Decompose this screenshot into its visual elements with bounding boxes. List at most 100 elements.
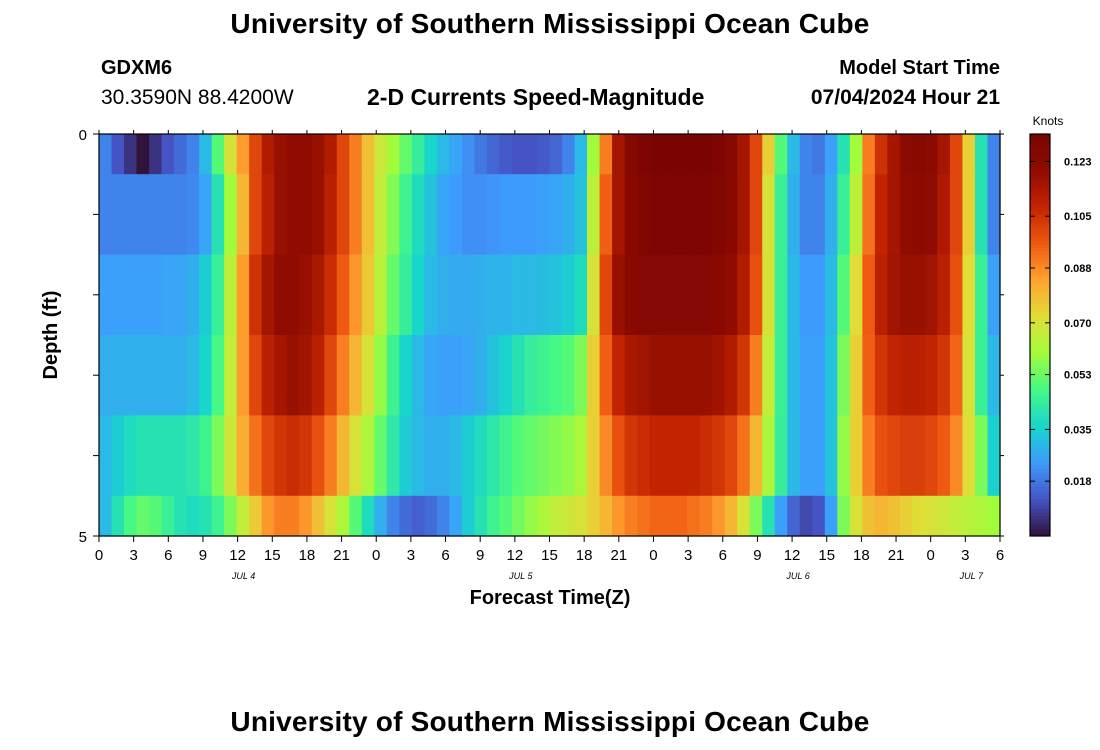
- colorbar-segment: [1030, 184, 1050, 189]
- colorbar-segment: [1030, 371, 1050, 376]
- heatmap-cell: [274, 254, 288, 336]
- heatmap-cell: [737, 174, 751, 256]
- heatmap-cell: [774, 415, 788, 497]
- x-tick-label: 3: [684, 547, 692, 564]
- heatmap-cell: [424, 174, 438, 256]
- x-tick-label: 0: [649, 547, 657, 564]
- heatmap-cell: [749, 174, 763, 256]
- heatmap-cell: [824, 495, 838, 537]
- heatmap-cell: [574, 495, 588, 537]
- heatmap-cell: [499, 174, 513, 256]
- heatmap-cell: [224, 134, 238, 175]
- heatmap-cell: [987, 174, 1001, 256]
- colorbar-segment: [1030, 489, 1050, 493]
- heatmap-cell: [111, 415, 125, 497]
- heatmap-cell: [211, 335, 225, 416]
- heatmap-cell: [399, 254, 413, 336]
- heatmap-cell: [862, 495, 876, 537]
- heatmap-cell: [386, 335, 400, 416]
- heatmap-cell: [249, 495, 263, 537]
- colorbar-segment: [1030, 515, 1050, 520]
- x-axis-label: Forecast Time(Z): [470, 587, 631, 609]
- heatmap-cell: [637, 415, 651, 497]
- colorbar-segment: [1030, 345, 1050, 349]
- colorbar-segment: [1030, 318, 1050, 323]
- heatmap-cell: [787, 415, 801, 497]
- heatmap-cell: [136, 495, 150, 537]
- heatmap-cell: [887, 415, 901, 497]
- heatmap-cell: [161, 335, 175, 416]
- colorbar-segment: [1030, 314, 1050, 319]
- heatmap-cell: [899, 254, 913, 336]
- heatmap-cell: [849, 254, 863, 336]
- heatmap-cell: [286, 254, 300, 336]
- heatmap-cell: [436, 335, 450, 416]
- heatmap-cell: [111, 335, 125, 416]
- heatmap-cell: [224, 415, 238, 497]
- heatmap-cell: [374, 134, 388, 175]
- heatmap-cell: [524, 415, 538, 497]
- heatmap-cell: [599, 495, 613, 537]
- x-tick-label: 21: [888, 547, 905, 564]
- heatmap-cell: [386, 415, 400, 497]
- heatmap-cell: [524, 495, 538, 537]
- heatmap-cell: [974, 415, 989, 497]
- colorbar-segment: [1030, 140, 1050, 145]
- heatmap-cell: [837, 134, 851, 175]
- heatmap-cell: [574, 335, 588, 416]
- heatmap-cell: [974, 174, 989, 256]
- heatmap-cell: [587, 134, 601, 175]
- heatmap-cell: [662, 134, 676, 175]
- heatmap-cell: [662, 415, 676, 497]
- heatmap-cell: [849, 134, 863, 175]
- heatmap-cell: [962, 134, 976, 175]
- heatmap-cell: [912, 335, 926, 416]
- heatmap-cell: [874, 495, 888, 537]
- heatmap-cell: [486, 335, 501, 416]
- heatmap-cell: [837, 415, 851, 497]
- heatmap-cell: [524, 335, 538, 416]
- heatmap-cell: [349, 495, 363, 537]
- heatmap-cell: [837, 174, 851, 256]
- heatmap-cell: [899, 134, 913, 175]
- heatmap-cell: [562, 415, 576, 497]
- heatmap-cell: [949, 495, 964, 537]
- heatmap-cell: [286, 495, 300, 537]
- date-label: JUL 5: [508, 571, 533, 581]
- heatmap-cell: [499, 495, 513, 537]
- heatmap-cell: [499, 254, 513, 336]
- colorbar-segment: [1030, 187, 1050, 192]
- heatmap-cell: [111, 495, 125, 537]
- colorbar-segment: [1030, 244, 1050, 249]
- heatmap-cell: [511, 415, 526, 497]
- heatmap-cell: [762, 174, 776, 256]
- heatmap-cell: [124, 134, 138, 175]
- heatmap-cell: [99, 415, 113, 497]
- colorbar-segment: [1030, 301, 1050, 306]
- heatmap-cell: [687, 134, 701, 175]
- heatmap-cell: [699, 335, 713, 416]
- x-tick-label: 18: [576, 547, 593, 564]
- heatmap-cell: [511, 335, 526, 416]
- colorbar-segment: [1030, 164, 1050, 168]
- heatmap-cell: [687, 415, 701, 497]
- heatmap-cell: [299, 495, 313, 537]
- heatmap-cell: [311, 415, 325, 497]
- heatmap-cell: [774, 174, 788, 256]
- heatmap-cell: [411, 254, 425, 336]
- heatmap-cell: [649, 335, 663, 416]
- heatmap-cell: [924, 174, 939, 256]
- heatmap-cell: [787, 335, 801, 416]
- colorbar-segment: [1030, 405, 1050, 410]
- colorbar-segment: [1030, 338, 1050, 343]
- heatmap-cell: [974, 335, 989, 416]
- heatmap-cell: [674, 134, 688, 175]
- heatmap-cell: [949, 174, 964, 256]
- heatmap-cell: [536, 174, 551, 256]
- heatmap-cell: [199, 335, 213, 416]
- heatmap-cell: [236, 415, 250, 497]
- heatmap-cell: [774, 495, 788, 537]
- heatmap-cell: [449, 174, 463, 256]
- heatmap-cell: [311, 254, 325, 336]
